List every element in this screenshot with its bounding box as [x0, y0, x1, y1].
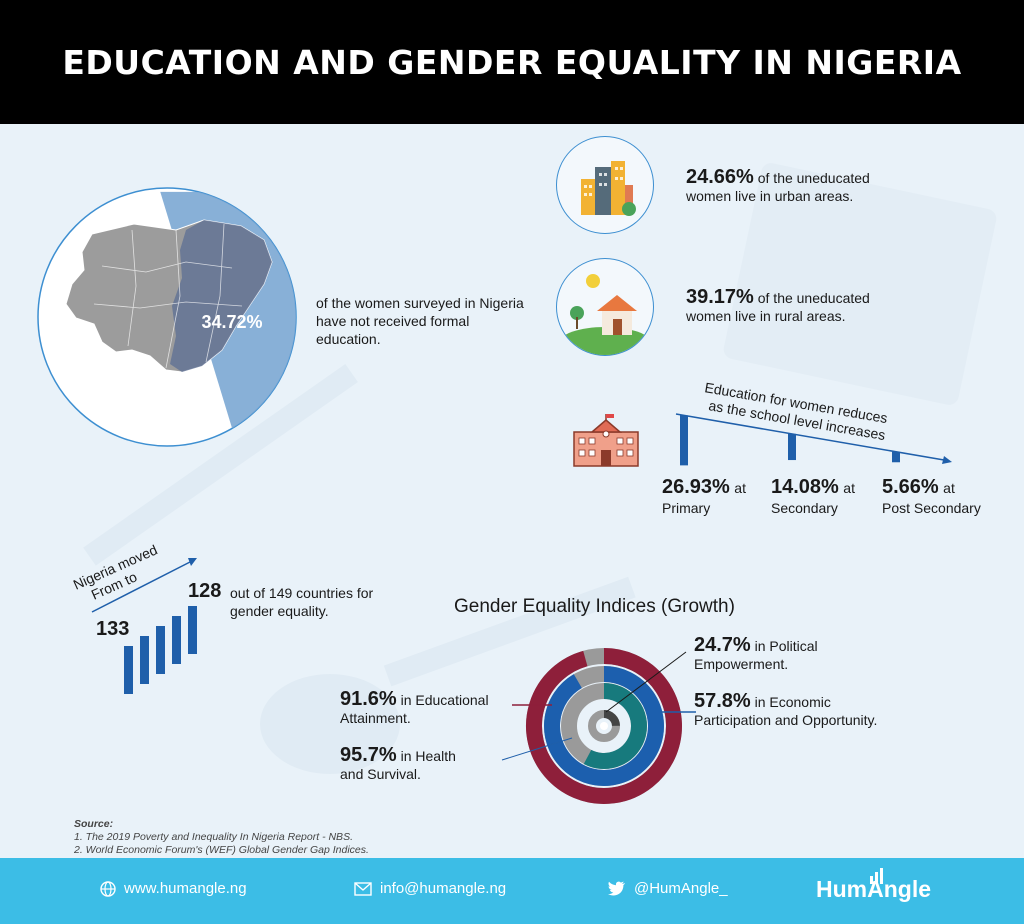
footer: www.humangle.ng info@humangle.ng @HumAng…	[0, 858, 1024, 924]
globe-icon	[100, 880, 116, 897]
index-education: 91.6% in Educational Attainment.	[340, 688, 489, 727]
school-levels-chart: Education for women reduces as the schoo…	[675, 379, 952, 466]
health-label-b: and Survival.	[340, 766, 421, 782]
brand-text: HumAngle	[816, 876, 931, 902]
house-icon	[559, 274, 651, 355]
source-line2: 2. World Economic Forum's (WEF) Global G…	[74, 844, 369, 856]
school-level-postsecondary: 5.66% at Post Secondary	[882, 476, 981, 517]
urban-text-b: women live in urban areas.	[686, 188, 854, 204]
main-panel: 34.72% of the women surveyed in Nigeria …	[0, 124, 1024, 858]
school-level-primary: 26.93% at Primary	[662, 476, 746, 517]
decline-arrow-head	[942, 456, 952, 464]
urban-stat: 24.66% of the uneducated women live in u…	[686, 166, 870, 205]
ranking-text: out of 149 countries for gender equality…	[230, 585, 374, 619]
ranking-arrow-head	[188, 558, 197, 566]
ranking-bar	[188, 606, 197, 654]
humangle-logo: HumAngle	[816, 868, 931, 903]
postsecondary-at: at	[943, 480, 955, 496]
urban-icon	[556, 136, 654, 234]
ranking-arrow-line	[91, 561, 191, 613]
school-level-secondary: 14.08% at Secondary	[771, 476, 855, 517]
health-value: 95.7%	[340, 744, 397, 766]
signal-bars-icon	[870, 868, 883, 884]
nigeria-map-chart: 34.72%	[37, 187, 297, 447]
secondary-at: at	[843, 480, 855, 496]
page-title: EDUCATION AND GENDER EQUALITY IN NIGERIA	[62, 42, 962, 82]
background-decoration	[83, 163, 997, 774]
rural-icon	[556, 258, 654, 356]
ranking-chart: Nigeria moved From to	[71, 541, 197, 694]
mail-icon	[354, 881, 372, 896]
secondary-value: 14.08%	[771, 476, 839, 498]
email-text: info@humangle.ng	[380, 880, 507, 897]
gender-indices-title: Gender Equality Indices (Growth)	[454, 596, 735, 617]
index-ring-arc	[526, 648, 682, 804]
map-percentage: 34.72%	[201, 312, 262, 332]
economic-label-b: Participation and Opportunity.	[694, 712, 878, 728]
ranking-bars	[124, 606, 197, 694]
source-notes: Source: 1. The 2019 Poverty and Inequali…	[74, 818, 369, 857]
ranking-to: 128	[188, 580, 222, 602]
gender-indices-leaders	[501, 651, 696, 761]
index-economic: 57.8% in Economic Participation and Oppo…	[694, 690, 878, 729]
primary-at: at	[734, 480, 746, 496]
header: EDUCATION AND GENDER EQUALITY IN NIGERIA	[0, 0, 1024, 124]
source-heading: Source:	[74, 818, 114, 830]
index-ring-arc	[544, 666, 664, 786]
school-level-bar	[680, 415, 688, 466]
political-label-a: in Political	[750, 638, 818, 654]
health-label-a: in Health	[396, 748, 456, 764]
postsecondary-value: 5.66%	[882, 476, 939, 498]
rural-text-b: women live in rural areas.	[686, 308, 846, 324]
primary-value: 26.93%	[662, 476, 730, 498]
footer-email[interactable]: info@humangle.ng	[354, 880, 506, 897]
education-value: 91.6%	[340, 688, 397, 710]
gender-indices-chart	[526, 648, 682, 804]
primary-label: Primary	[662, 500, 711, 516]
index-ring-arc	[583, 683, 647, 769]
index-ring-hub	[600, 722, 608, 730]
source-line1: 1. The 2019 Poverty and Inequality In Ni…	[74, 831, 353, 843]
education-label-a: in Educational	[396, 692, 489, 708]
ranking-bar	[156, 626, 165, 674]
rural-text-a: of the uneducated	[753, 290, 870, 306]
ranking-from: 133	[96, 618, 130, 640]
ranking-bar	[140, 636, 149, 684]
map-stat-text: of the women surveyed in Nigeria have no…	[316, 295, 524, 347]
website-text: www.humangle.ng	[124, 880, 247, 897]
urban-value: 24.66%	[686, 166, 754, 188]
political-value: 24.7%	[694, 634, 751, 656]
footer-website[interactable]: www.humangle.ng	[100, 880, 247, 897]
index-political: 24.7% in Political Empowerment.	[694, 634, 818, 673]
city-buildings-icon	[581, 161, 636, 216]
economic-value: 57.8%	[694, 690, 751, 712]
school-level-bar	[892, 451, 900, 463]
secondary-label: Secondary	[771, 500, 838, 516]
rural-stat: 39.17% of the uneducated women live in r…	[686, 286, 870, 325]
footer-twitter[interactable]: @HumAngle_	[608, 880, 728, 897]
postsecondary-label: Post Secondary	[882, 500, 981, 516]
school-level-bar	[788, 433, 796, 461]
index-health: 95.7% in Health and Survival.	[340, 744, 456, 783]
twitter-text: @HumAngle_	[634, 880, 728, 897]
ranking-bar	[124, 646, 133, 694]
ranking-bar	[172, 616, 181, 664]
economic-label-a: in Economic	[750, 694, 831, 710]
nigeria-map-highlight	[170, 220, 272, 372]
index-ring-arc	[603, 710, 620, 727]
education-label-b: Attainment.	[340, 710, 411, 726]
political-label-b: Empowerment.	[694, 656, 789, 672]
rural-value: 39.17%	[686, 286, 754, 308]
school-building-icon	[573, 414, 639, 467]
twitter-icon	[608, 881, 625, 896]
urban-text-a: of the uneducated	[753, 170, 870, 186]
